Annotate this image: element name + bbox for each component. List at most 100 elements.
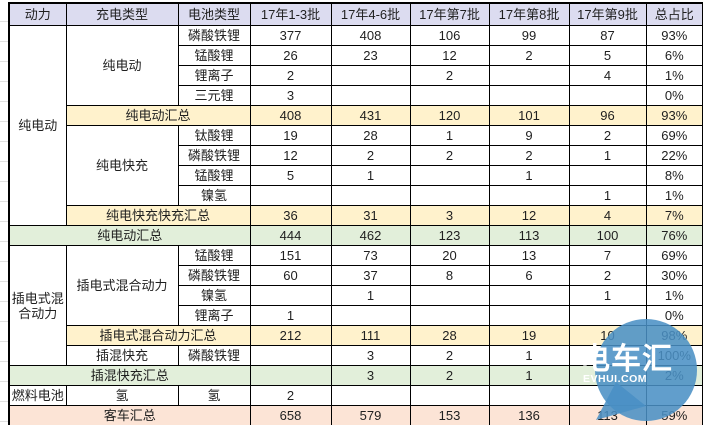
- table-row: 插混快充 磷酸铁锂 3 2 1 100%: [9, 345, 703, 366]
- label-cell: 锰酸锂: [177, 245, 251, 266]
- value-cell: 7: [568, 245, 647, 266]
- label-cell: 磷酸铁锂: [177, 145, 251, 166]
- value-cell: 579: [330, 405, 411, 425]
- value-cell: 1: [249, 305, 332, 326]
- label-cell: 锰酸锂: [177, 165, 251, 186]
- value-cell: 1: [568, 145, 647, 166]
- value-cell: 28: [409, 325, 490, 346]
- battery-stats-table: 动力 充电类型 电池类型 17年1-3批 17年4-6批 17年第7批 17年第8批 17年第…: [8, 2, 703, 425]
- value-cell: 1: [568, 285, 647, 306]
- value-cell: 87: [568, 25, 647, 46]
- value-cell: 2: [488, 145, 570, 166]
- label-cell: 纯电动汇总: [65, 105, 251, 126]
- label-cell: 锂离子: [177, 305, 251, 326]
- label-cell: 钛酸锂: [177, 125, 251, 146]
- value-cell: 1: [488, 165, 570, 186]
- sheet-gridlines: [0, 2, 8, 423]
- value-cell: 120: [409, 105, 490, 126]
- table-row: 镍氢 1 1%: [9, 185, 703, 206]
- label-cell: 插电式混合动力: [65, 245, 179, 326]
- empty-cell: [568, 345, 647, 366]
- value-cell: 101: [488, 105, 570, 126]
- empty-cell: [330, 185, 411, 206]
- value-cell: 100: [568, 225, 647, 246]
- value-cell: 20: [409, 245, 490, 266]
- value-cell: 19: [249, 125, 332, 146]
- value-cell: 22%: [645, 145, 703, 166]
- label-cell: 锂离子: [177, 65, 251, 86]
- empty-cell: [409, 285, 490, 306]
- value-cell: 1: [568, 185, 647, 206]
- value-cell: 4: [568, 65, 647, 86]
- value-cell: 151: [249, 245, 332, 266]
- empty-cell: [409, 85, 490, 106]
- value-cell: 37: [330, 265, 411, 286]
- label-cell: 纯电动: [65, 25, 179, 106]
- empty-cell: [488, 385, 570, 406]
- value-cell: 3: [330, 345, 411, 366]
- label-cell: 纯电快充: [65, 125, 179, 206]
- empty-cell: [568, 85, 647, 106]
- value-cell: 106: [409, 25, 490, 46]
- empty-cell: [409, 385, 490, 406]
- value-cell: 1%: [645, 285, 703, 306]
- value-cell: 212: [249, 325, 332, 346]
- empty-cell: [249, 185, 332, 206]
- value-cell: 5: [568, 45, 647, 66]
- value-cell: 2%: [645, 365, 703, 386]
- value-cell: 9: [488, 125, 570, 146]
- label-cell: 纯电动汇总: [8, 225, 251, 246]
- value-cell: 2: [249, 65, 332, 86]
- column-header: 动力: [8, 2, 67, 26]
- value-cell: 2: [488, 45, 570, 66]
- summary-row: 插电式混合动力汇总 212 111 28 19 10 98%: [9, 325, 703, 346]
- value-cell: 3: [330, 365, 411, 386]
- summary-row: 客车汇总 658 579 153 136 113 59%: [8, 405, 703, 425]
- empty-cell: [568, 305, 647, 326]
- value-cell: 12: [488, 205, 570, 226]
- label-cell: 氢: [177, 385, 251, 406]
- empty-cell: [488, 285, 570, 306]
- value-cell: 7%: [645, 205, 703, 226]
- empty-cell: [330, 385, 411, 406]
- label-cell: 插混快充汇总: [8, 365, 251, 386]
- label-cell: 纯电动: [8, 25, 67, 226]
- empty-cell: [249, 345, 332, 366]
- column-header: 17年4-6批: [330, 2, 411, 26]
- value-cell: 408: [249, 105, 332, 126]
- value-cell: 100%: [645, 345, 703, 366]
- value-cell: 98%: [645, 325, 703, 346]
- empty-cell: [409, 305, 490, 326]
- empty-cell: [568, 385, 647, 406]
- value-cell: 2: [409, 365, 490, 386]
- value-cell: 2: [409, 345, 490, 366]
- column-header: 电池类型: [177, 2, 251, 26]
- value-cell: 377: [249, 25, 332, 46]
- empty-cell: [488, 185, 570, 206]
- table-body: 动力 充电类型 电池类型 17年1-3批 17年4-6批 17年第7批 17年第8批 17年第…: [8, 2, 703, 425]
- value-cell: 73: [330, 245, 411, 266]
- empty-cell: [488, 65, 570, 86]
- value-cell: 123: [409, 225, 490, 246]
- column-header: 总占比: [645, 2, 703, 26]
- label-cell: 磷酸铁锂: [177, 345, 251, 366]
- label-cell: 镍氢: [177, 185, 251, 206]
- value-cell: 2: [330, 145, 411, 166]
- empty-cell: [488, 305, 570, 326]
- empty-cell: [645, 385, 703, 406]
- summary-row: 纯电快充快充汇总 36 31 3 12 4 7%: [9, 205, 703, 226]
- value-cell: 113: [488, 225, 570, 246]
- value-cell: 59%: [645, 405, 703, 425]
- label-cell: 插电式混合动力: [8, 245, 67, 366]
- value-cell: 76%: [645, 225, 703, 246]
- value-cell: 1%: [645, 65, 703, 86]
- empty-cell: [568, 165, 647, 186]
- value-cell: 30%: [645, 265, 703, 286]
- value-cell: 153: [409, 405, 490, 425]
- value-cell: 2: [568, 125, 647, 146]
- summary-row: 纯电动汇总 444 462 123 113 100 76%: [8, 225, 703, 246]
- value-cell: 6%: [645, 45, 703, 66]
- header-row: 动力 充电类型 电池类型 17年1-3批 17年4-6批 17年第7批 17年第8批 17年第…: [8, 2, 703, 26]
- value-cell: 4: [568, 205, 647, 226]
- value-cell: 0%: [645, 305, 703, 326]
